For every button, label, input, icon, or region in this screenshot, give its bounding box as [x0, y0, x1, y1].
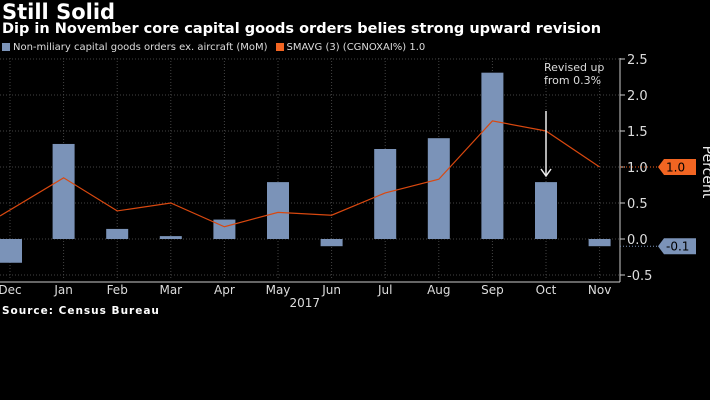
legend-swatch-line — [275, 43, 284, 51]
legend-item-line: SMAVG (3) (CGNOXAI%) 1.0 — [275, 42, 426, 53]
bar-jun — [320, 239, 343, 247]
bar-value-tag: -0.1 — [666, 240, 689, 254]
x-tick-label: Mar — [159, 283, 182, 297]
line-value-tag-bg — [658, 159, 696, 175]
y-tick-label: 0.5 — [627, 197, 648, 212]
x-tick-label: Apr — [214, 283, 235, 297]
bar-dec — [0, 239, 22, 263]
y-tick-label: 0.0 — [627, 233, 648, 248]
y-axis-label: Percent — [699, 146, 710, 199]
bar-may — [267, 182, 289, 239]
bar-sep — [481, 72, 504, 240]
annotation-line1: Revised up — [544, 61, 604, 74]
line-value-tag: 1.0 — [666, 161, 685, 175]
bar-value-tag-bg — [658, 238, 696, 255]
y-tick-label: 1.0 — [627, 161, 648, 176]
x-tick-label: Aug — [427, 283, 450, 297]
bar-feb — [106, 228, 129, 239]
legend-item-bars: Non-miliary capital goods orders ex. air… — [2, 42, 268, 53]
x-tick-label: Jul — [377, 283, 392, 297]
bar-aug — [427, 138, 450, 239]
x-tick-label: Feb — [107, 283, 128, 297]
bar-jul — [374, 149, 397, 239]
bar-oct — [535, 182, 557, 239]
sma-line — [0, 120, 600, 228]
source-note: Source: Census Bureau — [2, 305, 160, 317]
bar-nov — [588, 239, 611, 247]
x-tick-label: Jan — [53, 283, 73, 297]
legend-label-bars: Non-miliary capital goods orders ex. air… — [13, 42, 268, 53]
chart-subtitle: Dip in November core capital goods order… — [2, 21, 602, 37]
x-tick-label: Jun — [321, 283, 341, 297]
y-tick-label: 1.5 — [627, 125, 648, 140]
annotation-line2: from 0.3% — [544, 74, 601, 87]
x-tick-label: Oct — [536, 283, 557, 297]
x-tick-label: May — [266, 283, 291, 297]
chart-title: Still Solid — [2, 0, 116, 24]
bar-mar — [159, 236, 182, 239]
annotation-arrowhead — [540, 168, 552, 178]
legend-label-line: SMAVG (3) (CGNOXAI%) 1.0 — [286, 42, 426, 53]
y-tick-label: 2.5 — [627, 53, 648, 68]
year-label: 2017 — [290, 296, 321, 310]
x-tick-label: Nov — [588, 283, 611, 297]
y-tick-label: 2.0 — [627, 89, 648, 104]
bar-apr — [213, 219, 236, 239]
legend-swatch-bars — [2, 43, 10, 51]
x-tick-label: Sep — [481, 283, 504, 297]
legend: Non-miliary capital goods orders ex. air… — [2, 42, 425, 53]
x-tick-label: Dec — [0, 283, 22, 297]
bar-jan — [52, 143, 75, 239]
y-tick-label: -0.5 — [627, 269, 652, 284]
